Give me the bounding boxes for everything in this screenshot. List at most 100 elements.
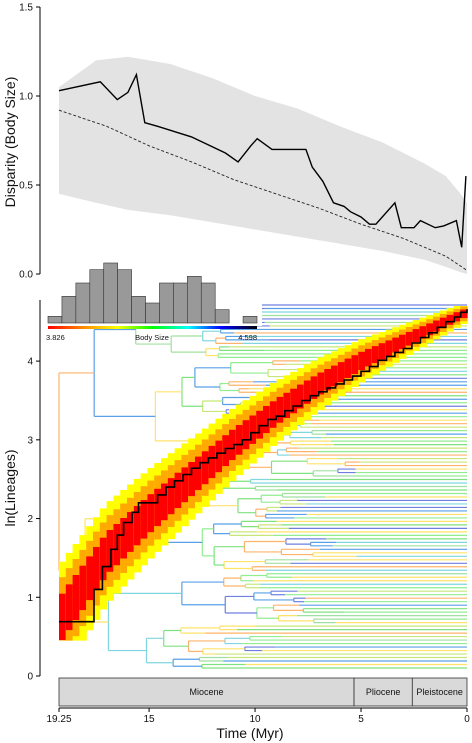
envelope-cell bbox=[283, 392, 291, 418]
histogram-bar bbox=[214, 309, 230, 324]
envelope-cell bbox=[235, 425, 244, 455]
envelope-cell bbox=[269, 401, 278, 428]
ltt-y-tick-label: 0 bbox=[27, 672, 33, 683]
envelope-cell bbox=[242, 420, 250, 450]
ltt-x-tick-label: 5 bbox=[358, 714, 364, 725]
envelope-cell bbox=[385, 340, 393, 356]
envelope-cell bbox=[460, 309, 468, 319]
epoch-box bbox=[411, 677, 468, 707]
envelope-cell bbox=[249, 415, 257, 444]
epoch-label: Pliocene bbox=[366, 687, 401, 697]
ltt-y-label: ln(Lineages) bbox=[2, 449, 18, 526]
envelope-cell bbox=[297, 384, 305, 409]
body-size-histogram bbox=[47, 262, 258, 324]
disparity-y-tick-label: 1.5 bbox=[19, 3, 33, 14]
histogram-bar bbox=[75, 282, 91, 324]
envelope-cell bbox=[433, 320, 441, 332]
histogram-bar bbox=[131, 296, 146, 324]
ltt-y-tick-label: 4 bbox=[27, 357, 33, 368]
histogram-bar bbox=[117, 269, 132, 324]
envelope-cell bbox=[399, 334, 407, 349]
epoch-label: Miocene bbox=[190, 687, 224, 697]
envelope-cell bbox=[133, 506, 142, 546]
histogram-bar bbox=[47, 316, 63, 324]
histogram-bar bbox=[89, 269, 105, 324]
ltt-envelope bbox=[59, 306, 468, 641]
envelope-cell bbox=[93, 547, 101, 591]
ltt-x-tick-label: 15 bbox=[144, 714, 156, 725]
geologic-timescale: Miocene Pliocene Pleistocene bbox=[58, 677, 468, 707]
envelope-cell bbox=[99, 537, 108, 581]
colorbar-title: Body Size bbox=[135, 333, 169, 342]
ltt-y-tick-label: 3 bbox=[27, 435, 33, 446]
observed-ltt-line bbox=[59, 309, 468, 623]
envelope-cell bbox=[86, 556, 94, 601]
envelope-cell bbox=[188, 462, 196, 497]
envelope-cell bbox=[344, 358, 352, 378]
envelope-cell bbox=[195, 456, 203, 491]
envelope-cell bbox=[324, 369, 332, 391]
envelope-cell bbox=[290, 388, 298, 414]
ltt-x-tick-label: 0 bbox=[464, 714, 470, 725]
envelope-cell bbox=[263, 406, 271, 434]
envelope-cell bbox=[174, 472, 182, 509]
envelope-cell bbox=[378, 343, 386, 360]
envelope-cell bbox=[72, 575, 80, 620]
envelope-cell bbox=[127, 512, 135, 552]
colorbar-max-label: 4.598 bbox=[238, 333, 257, 342]
histogram-bar bbox=[145, 302, 160, 324]
null-median-line bbox=[58, 109, 468, 271]
envelope-cell bbox=[303, 380, 312, 404]
envelope-cell bbox=[229, 429, 237, 461]
envelope-cell bbox=[140, 500, 148, 539]
envelope-cell bbox=[310, 376, 318, 399]
ltt-x-tick-label: 10 bbox=[249, 714, 261, 725]
envelope-cell bbox=[181, 467, 189, 503]
ltt-y-ticks: 0 1 2 3 4 bbox=[27, 357, 40, 683]
envelope-cell bbox=[276, 396, 284, 423]
histogram-bar bbox=[159, 282, 174, 324]
histogram-bar bbox=[61, 296, 77, 324]
disparity-panel: 0.0 0.5 1.0 1.5 Disparity (Body Size) bbox=[2, 3, 468, 281]
envelope-cell bbox=[392, 337, 400, 353]
envelope-cell bbox=[419, 326, 427, 339]
envelope-cell bbox=[412, 329, 420, 343]
phylogeny-tree bbox=[58, 304, 467, 669]
ltt-x-ticks: 19.25 15 10 5 0 bbox=[46, 707, 470, 725]
envelope-cell bbox=[426, 323, 434, 336]
envelope-cell bbox=[317, 372, 325, 395]
disparity-y-tick-label: 0.5 bbox=[19, 181, 33, 192]
envelope-cell bbox=[256, 410, 264, 439]
envelope-cell bbox=[358, 351, 366, 370]
envelope-cell bbox=[147, 494, 155, 533]
histogram-bar bbox=[187, 276, 202, 324]
envelope-cell bbox=[439, 317, 448, 329]
disparity-y-tick-label: 1.0 bbox=[19, 92, 33, 103]
null-disparity-band bbox=[59, 56, 467, 274]
envelope-cell bbox=[405, 331, 414, 346]
ltt-x-tick-label: 19.25 bbox=[46, 714, 71, 725]
ltt-y-tick-label: 1 bbox=[27, 593, 33, 604]
envelope-cell bbox=[201, 451, 210, 485]
envelope-cell bbox=[371, 346, 380, 363]
observed-disparity-line bbox=[58, 72, 467, 248]
envelope-cell bbox=[208, 445, 216, 479]
disparity-y-tick-label: 0.0 bbox=[19, 270, 33, 281]
disparity-y-label: Disparity (Body Size) bbox=[2, 77, 18, 208]
ltt-y-tick-label: 2 bbox=[27, 514, 33, 525]
histogram-bar bbox=[200, 282, 216, 324]
colorbar-min-label: 3.826 bbox=[46, 333, 65, 342]
epoch-label: Pleistocene bbox=[416, 687, 463, 697]
disparity-y-ticks: 0.0 0.5 1.0 1.5 bbox=[19, 3, 40, 281]
envelope-cell bbox=[167, 478, 176, 515]
envelope-cell bbox=[79, 565, 87, 611]
ltt-x-label: Time (Myr) bbox=[216, 725, 283, 741]
epoch-box bbox=[353, 677, 413, 707]
envelope-cell bbox=[59, 593, 67, 640]
envelope-cell bbox=[65, 584, 74, 631]
envelope-cell bbox=[365, 348, 373, 367]
envelope-cell bbox=[154, 488, 162, 527]
envelope-cell bbox=[331, 365, 339, 387]
